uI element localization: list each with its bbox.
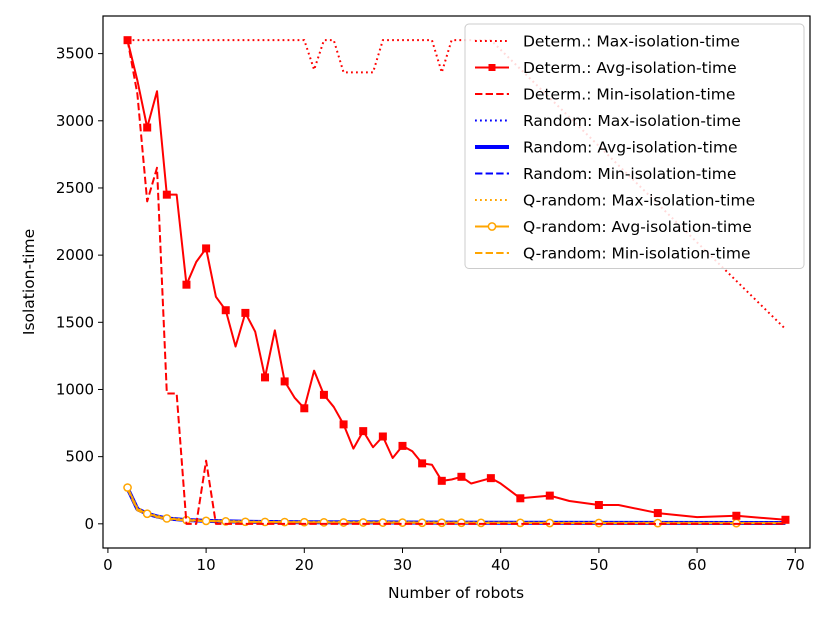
series-determ-avg-isolation-time [123,36,790,524]
legend-item: Q-random: Max-isolation-time [475,192,755,210]
legend-item: Determ.: Min-isolation-time [475,86,735,104]
data-point [437,518,447,528]
data-point [437,476,446,485]
x-tick-label: 10 [197,556,216,574]
data-point [545,491,554,500]
data-point [398,441,407,450]
y-tick-label: 1500 [56,313,94,331]
legend-box [464,23,805,269]
data-point [319,517,329,527]
data-point [241,308,250,317]
series-q-random-avg-isolation-time [123,483,786,528]
y-axis: 0 500 1000 1500 2000 2500 3000 3500 [56,45,103,533]
legend-label: Random: Min-isolation-time [523,165,736,183]
legend-label: Determ.: Max-isolation-time [523,33,740,51]
y-tick-label: 3500 [56,45,94,63]
legend-item: Q-random: Min-isolation-time [475,245,751,263]
data-point [142,509,152,519]
data-point [280,377,289,386]
data-point [182,280,191,289]
legend-marker [487,222,497,231]
series-layer [123,36,790,528]
legend-item: Determ.: Max-isolation-time [475,33,740,51]
x-tick-label: 60 [688,556,707,574]
data-point [359,427,368,436]
x-tick-label: 40 [491,556,510,574]
data-point [162,190,171,199]
x-tick-label: 30 [393,556,412,574]
legend-label: Determ.: Avg-isolation-time [523,59,737,77]
series-determ-min-isolation-time [126,40,786,525]
legend-marker [488,64,496,71]
data-point [162,514,172,523]
legend-item: Determ.: Avg-isolation-time [475,59,737,77]
data-point [418,459,427,468]
y-axis-label: Isolation-time [20,229,38,335]
data-point [486,474,495,483]
data-point [123,36,132,45]
data-point [594,501,603,510]
y-tick-label: 500 [65,448,94,466]
legend-label: Random: Max-isolation-time [523,112,741,130]
data-point [781,515,790,524]
data-point [202,244,211,253]
data-point [261,373,270,382]
data-point [143,123,152,132]
legend-label: Determ.: Min-isolation-time [523,86,735,104]
legend-label: Q-random: Max-isolation-time [523,192,755,210]
legend-item: Random: Avg-isolation-time [475,139,738,157]
data-point [378,518,388,527]
x-tick-label: 0 [103,556,113,574]
y-tick-label: 2500 [56,179,94,197]
data-point [300,404,309,413]
x-tick-label: 50 [589,556,608,574]
plot-frame [102,15,811,549]
data-point [378,432,387,441]
legend-label: Q-random: Avg-isolation-time [523,218,752,236]
x-axis: 0 10 20 30 40 50 60 70 [103,548,805,574]
series-determ-max-isolation-time [127,39,787,330]
data-point [358,518,368,527]
legend-label: Q-random: Min-isolation-time [523,245,751,263]
data-point [417,518,427,528]
legend-item: Q-random: Avg-isolation-time [475,218,752,236]
data-point [516,494,525,503]
y-tick-label: 0 [84,515,94,533]
series-line [127,39,787,330]
y-tick-label: 3000 [56,112,94,130]
series-line [126,40,786,525]
x-tick-label: 20 [295,556,314,574]
data-point [319,390,328,399]
data-point [123,483,132,492]
legend-item: Random: Min-isolation-time [475,165,736,183]
x-axis-label: Number of robots [388,584,524,602]
legend: Determ.: Max-isolation-time Determ.: Avg-… [464,23,805,269]
data-point [339,518,348,527]
data-point [201,516,211,526]
data-point [457,518,466,528]
legend-label: Random: Avg-isolation-time [523,139,738,157]
data-point [732,511,741,520]
y-tick-label: 2000 [56,246,94,264]
legend-item: Random: Max-isolation-time [475,112,741,130]
data-point [653,509,662,518]
data-point [221,306,230,315]
data-point [339,420,348,429]
data-point [457,472,466,481]
x-tick-label: 70 [786,556,805,574]
y-tick-label: 1000 [56,380,94,398]
data-point [398,518,407,527]
